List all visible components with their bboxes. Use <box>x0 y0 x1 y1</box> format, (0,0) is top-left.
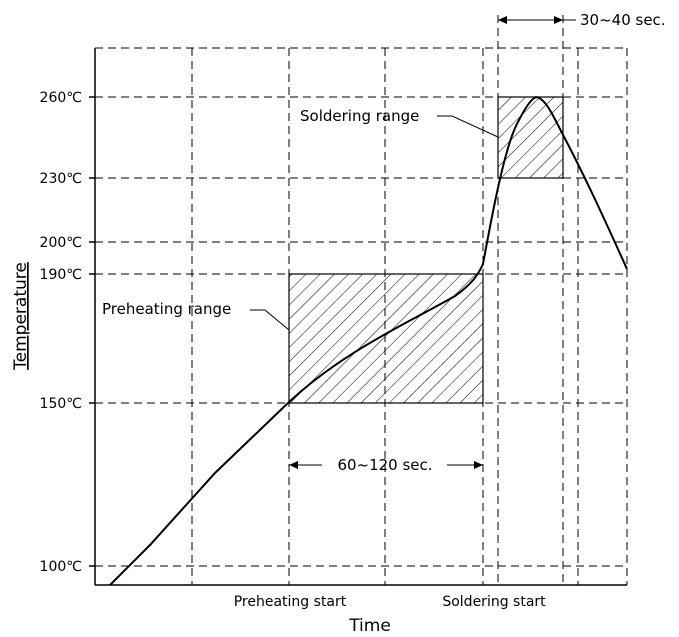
arrow-head <box>554 16 563 24</box>
preheat-duration-label: 60~120 sec. <box>337 456 432 474</box>
solder-duration-label: 30~40 sec. <box>580 11 666 29</box>
preheating-range-label: Preheating range <box>102 300 231 318</box>
grid <box>95 47 628 585</box>
time-markers: Preheating start Soldering start <box>234 15 564 610</box>
x-marker-label: Soldering start <box>442 594 546 610</box>
y-tick-label: 200℃ <box>40 235 82 251</box>
x-axis-label: Time <box>348 616 391 636</box>
preheating-region <box>288 273 484 404</box>
x-marker-label: Preheating start <box>234 594 347 610</box>
y-tick-label: 150℃ <box>40 396 82 412</box>
y-axis-label: Temperature <box>11 262 31 371</box>
arrow-head <box>498 16 507 24</box>
y-axis-label-group: Temperature <box>11 262 31 371</box>
soldering-region <box>497 96 564 179</box>
y-tick-label: 190℃ <box>40 267 82 283</box>
preheating-leader <box>250 309 290 331</box>
y-tick-label: 230℃ <box>40 171 82 187</box>
temperature-profile-line <box>109 95 628 586</box>
arrow-head <box>289 461 298 469</box>
soldering-leader <box>437 115 499 138</box>
y-ticks: 100℃ 150℃ 190℃ 200℃ 230℃ 260℃ <box>40 90 95 575</box>
y-tick-label: 100℃ <box>40 559 82 575</box>
y-tick-label: 260℃ <box>40 90 82 106</box>
arrow-head <box>474 461 483 469</box>
soldering-range-label: Soldering range <box>300 107 419 125</box>
